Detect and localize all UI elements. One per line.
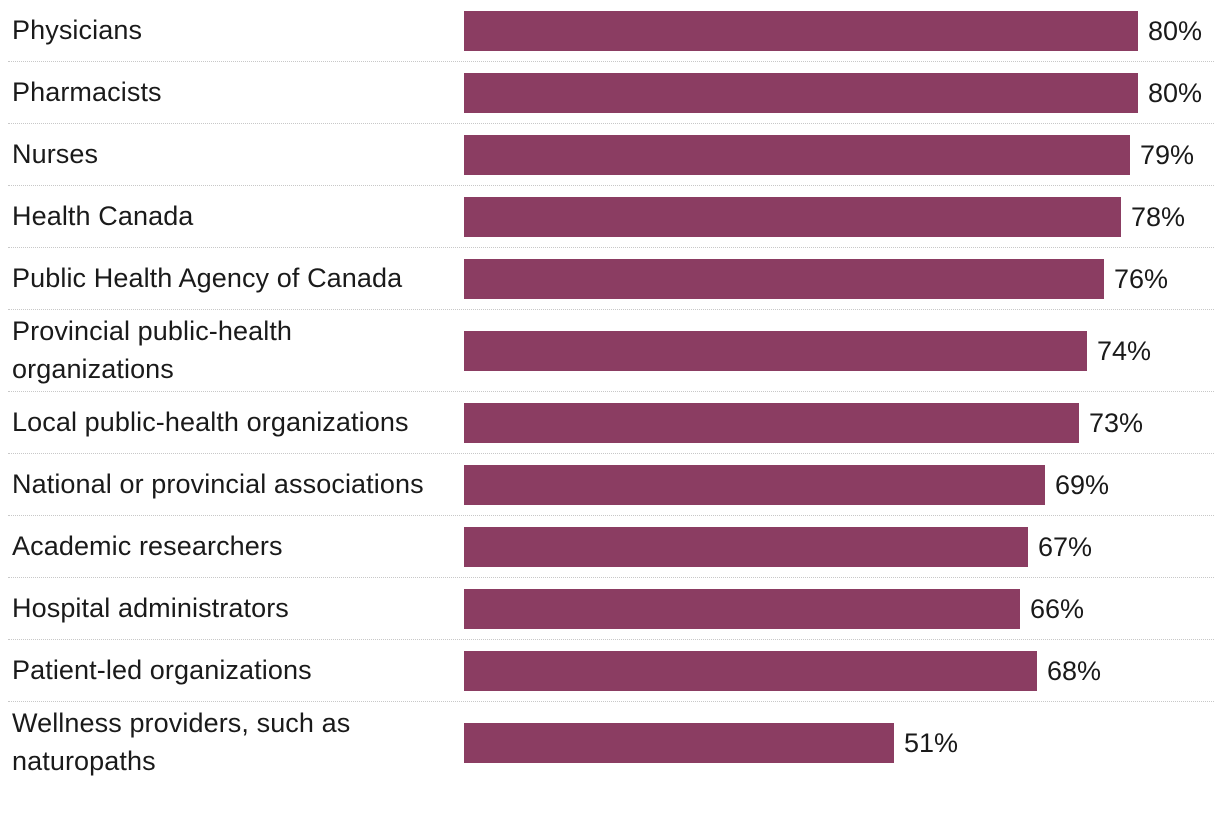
row-divider — [8, 247, 1214, 248]
category-label: Hospital administrators — [12, 593, 289, 623]
row-divider — [8, 391, 1214, 392]
data-label: 80% — [1148, 78, 1203, 108]
chart-row: Nurses 79% — [0, 124, 1220, 186]
row-divider — [8, 61, 1214, 62]
bar — [464, 723, 894, 763]
chart-row: Patient-led organizations 68% — [0, 640, 1220, 702]
bar — [464, 259, 1104, 299]
row-divider — [8, 185, 1214, 186]
chart-row: Health Canada 78% — [0, 186, 1220, 248]
category-label: Local public-health organizations — [12, 407, 409, 437]
row-divider — [8, 577, 1214, 578]
category-label: Academic researchers — [12, 531, 283, 561]
bar — [464, 135, 1130, 175]
bar — [464, 527, 1028, 567]
chart-row: National or provincial associations 69% — [0, 454, 1220, 516]
row-divider — [8, 701, 1214, 702]
category-label: Physicians — [12, 15, 143, 45]
data-label: 69% — [1055, 470, 1110, 500]
row-divider — [8, 123, 1214, 124]
bar — [464, 589, 1020, 629]
category-label: Pharmacists — [12, 77, 162, 107]
bar — [464, 11, 1138, 51]
category-label: Wellness providers, such as naturopaths — [12, 708, 351, 776]
category-label: National or provincial associations — [12, 469, 424, 499]
bar — [464, 651, 1037, 691]
row-divider — [8, 453, 1214, 454]
data-label: 79% — [1140, 140, 1195, 170]
category-label: Provincial public-health organizations — [12, 316, 293, 384]
chart-row: Hospital administrators 66% — [0, 578, 1220, 640]
category-label: Health Canada — [12, 201, 194, 231]
chart-row: Physicians 80% — [0, 0, 1220, 62]
bar — [464, 403, 1079, 443]
bar — [464, 197, 1121, 237]
data-label: 73% — [1089, 408, 1144, 438]
data-label: 76% — [1114, 264, 1169, 294]
bar — [464, 331, 1087, 371]
chart-row: Provincial public-health organizations 74… — [0, 310, 1220, 392]
data-label: 66% — [1030, 594, 1085, 624]
data-label: 74% — [1097, 336, 1152, 366]
row-divider — [8, 639, 1214, 640]
category-label: Public Health Agency of Canada — [12, 263, 403, 293]
data-label: 51% — [904, 728, 959, 758]
data-label: 68% — [1047, 656, 1102, 686]
chart-row: Wellness providers, such as naturopaths 5… — [0, 702, 1220, 784]
bar — [464, 465, 1045, 505]
chart-row: Local public-health organizations 73% — [0, 392, 1220, 454]
chart-row: Pharmacists 80% — [0, 62, 1220, 124]
data-label: 67% — [1038, 532, 1093, 562]
category-label: Patient-led organizations — [12, 655, 312, 685]
data-label: 80% — [1148, 16, 1203, 46]
category-label: Nurses — [12, 139, 99, 169]
row-divider — [8, 515, 1214, 516]
data-label: 78% — [1131, 202, 1186, 232]
bar — [464, 73, 1138, 113]
row-divider — [8, 309, 1214, 310]
chart-row: Public Health Agency of Canada 76% — [0, 248, 1220, 310]
chart-row: Academic researchers 67% — [0, 516, 1220, 578]
